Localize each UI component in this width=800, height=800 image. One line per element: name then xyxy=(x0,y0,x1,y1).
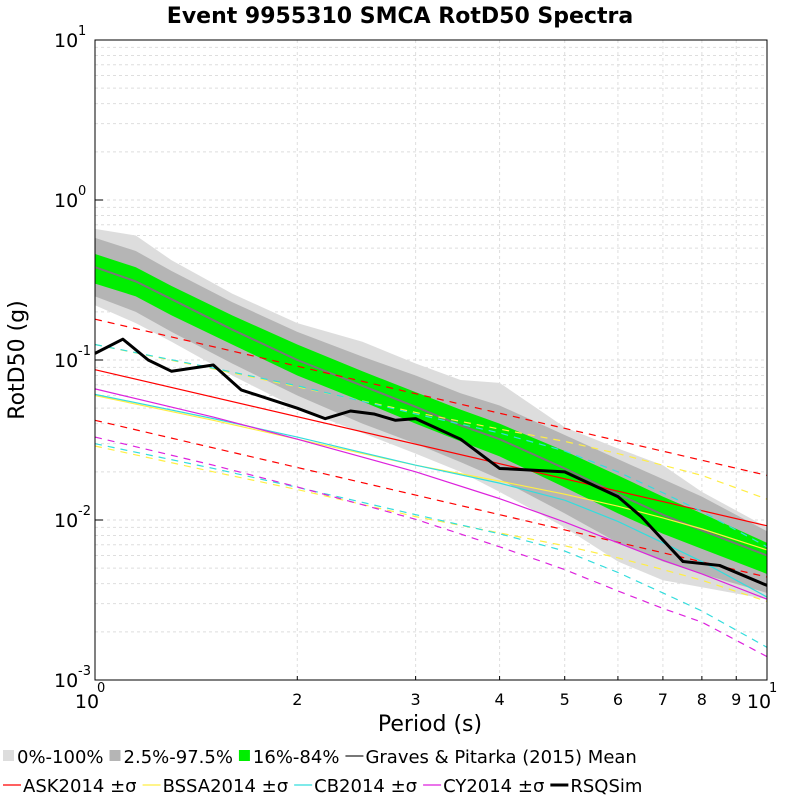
y-tick-label: 10 xyxy=(54,350,78,372)
x-axis-label: Period (s) xyxy=(378,712,482,737)
legend-swatch-1 xyxy=(109,750,121,761)
y-tick-exponent: 0 xyxy=(78,184,86,199)
x-minor-tick-label: 3 xyxy=(411,690,421,709)
x-minor-tick-label: 6 xyxy=(613,690,623,709)
legend-swatch-2 xyxy=(238,750,250,761)
legend-label-1: 2.5%-97.5% xyxy=(124,747,233,768)
y-tick-exponent: -3 xyxy=(78,664,91,679)
x-minor-tick-label: 4 xyxy=(494,690,504,709)
legend-label-8: RSQSim xyxy=(570,776,642,797)
series-line-1 xyxy=(94,369,768,527)
series-line-6 xyxy=(94,445,768,602)
grid xyxy=(95,40,767,680)
y-tick-exponent: 1 xyxy=(78,24,86,39)
series-line-9 xyxy=(94,443,768,648)
y-tick-label: 10 xyxy=(54,190,78,212)
legend-label-5: BSSA2014 ±σ xyxy=(163,776,289,797)
y-tick-label: 10 xyxy=(54,510,78,532)
y-tick-exponent: -1 xyxy=(78,344,91,359)
y-axis-label: RotD50 (g) xyxy=(5,300,30,419)
legend-label-7: CY2014 ±σ xyxy=(443,776,544,797)
legend-label-4: ASK2014 ±σ xyxy=(23,776,137,797)
legend: 0%-100% 2.5%-97.5% 16%-84% Graves & Pitarka… xyxy=(3,747,642,797)
legend-label-6: CB2014 ±σ xyxy=(314,776,417,797)
legend-swatch-0 xyxy=(3,750,14,761)
series-line-5 xyxy=(94,343,768,500)
x-tick-exponent: 1 xyxy=(769,681,777,696)
chart-title: Event 9955310 SMCA RotD50 Spectra xyxy=(167,4,633,29)
legend-label-3: Graves & Pitarka (2015) Mean xyxy=(365,747,636,768)
series-line-2 xyxy=(94,318,768,476)
y-tick-label: 10 xyxy=(54,670,78,692)
x-minor-tick-label: 7 xyxy=(658,690,668,709)
x-tick-label: 10 xyxy=(747,691,771,713)
legend-label-2: 16%-84% xyxy=(253,747,340,768)
x-minor-tick-label: 8 xyxy=(697,690,707,709)
series-line-10 xyxy=(94,388,768,600)
x-minor-tick-label: 9 xyxy=(731,690,741,709)
series-line-8 xyxy=(94,343,768,548)
x-tick-exponent: 0 xyxy=(97,681,105,696)
series-line-11 xyxy=(94,436,768,658)
x-minor-tick-label: 2 xyxy=(292,690,302,709)
series-line-12 xyxy=(94,337,768,587)
x-tick-label: 10 xyxy=(75,691,99,713)
y-tick-exponent: -2 xyxy=(78,504,91,519)
y-tick-label: 10 xyxy=(54,30,78,52)
series-line-0 xyxy=(94,266,768,557)
x-minor-tick-label: 5 xyxy=(560,690,570,709)
legend-label-0: 0%-100% xyxy=(17,747,104,768)
series-line-4 xyxy=(94,394,768,551)
series-lines xyxy=(94,266,768,658)
series-line-3 xyxy=(94,419,768,578)
